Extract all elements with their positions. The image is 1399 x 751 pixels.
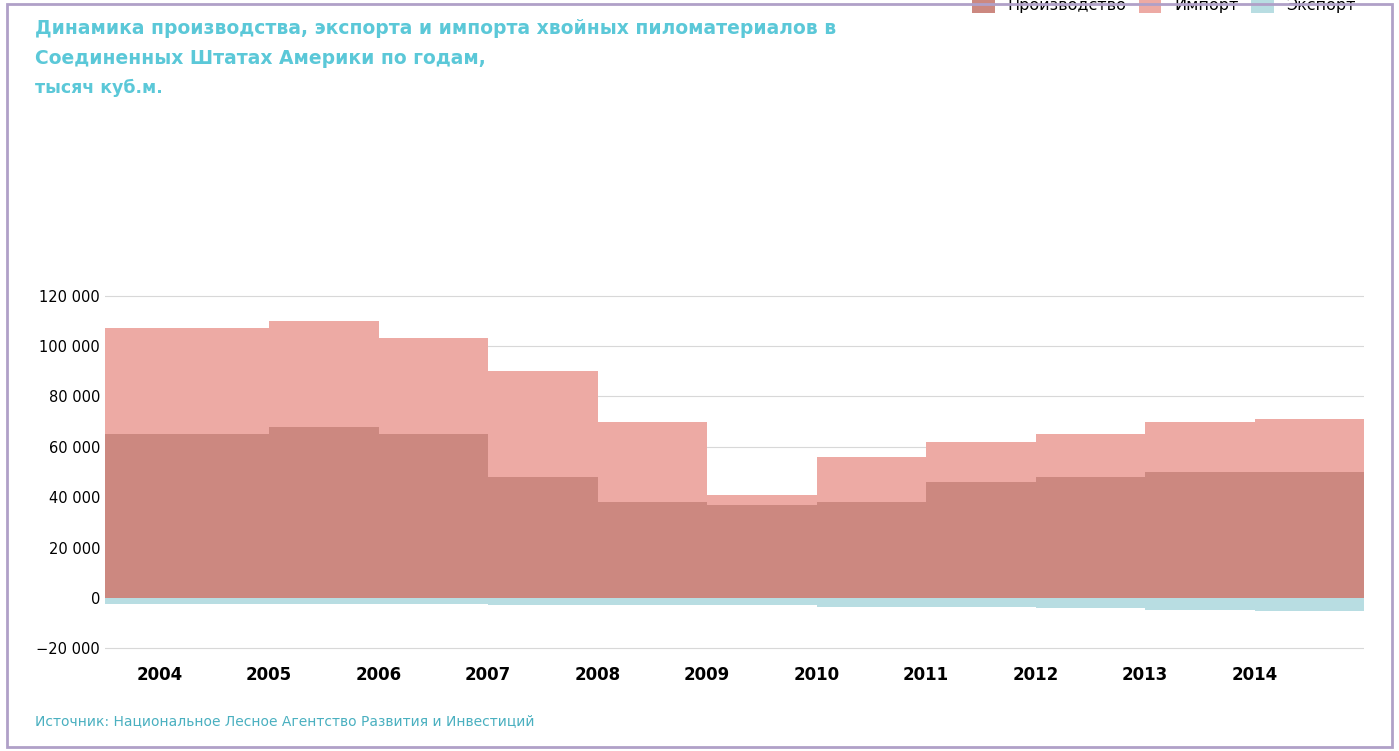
Text: Соединенных Штатах Америки по годам,: Соединенных Штатах Америки по годам, (35, 49, 485, 68)
Text: тысяч куб.м.: тысяч куб.м. (35, 79, 162, 97)
Legend: Производство, Импорт, Экспорт: Производство, Импорт, Экспорт (972, 0, 1356, 14)
Text: Динамика производства, экспорта и импорта хвойных пиломатериалов в: Динамика производства, экспорта и импорт… (35, 19, 837, 38)
Text: Источник: Национальное Лесное Агентство Развития и Инвестиций: Источник: Национальное Лесное Агентство … (35, 714, 534, 728)
